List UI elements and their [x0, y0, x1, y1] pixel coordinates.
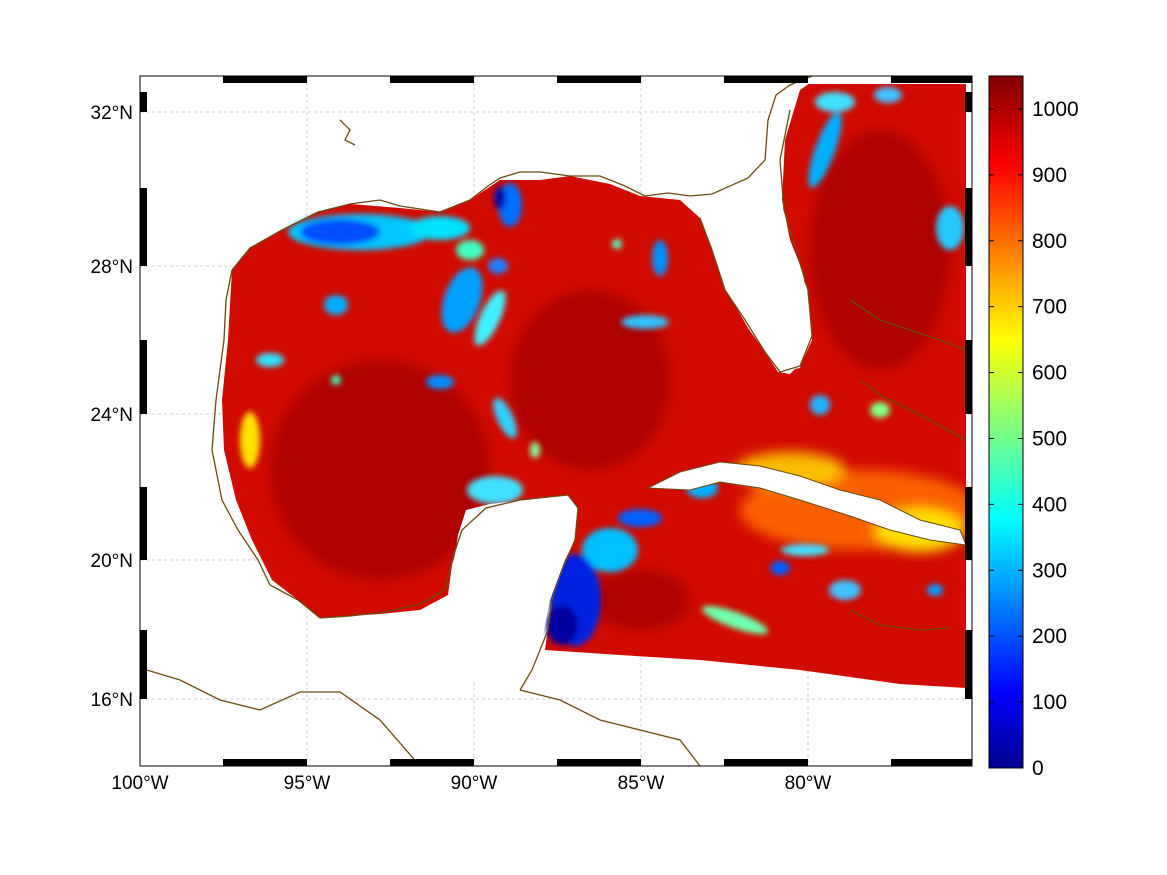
dark-core: [270, 130, 950, 630]
lat-label-32n: 32°N: [91, 103, 133, 124]
lon-label-80w: 80°W: [785, 773, 832, 794]
low-features: [240, 87, 964, 646]
colorbar-ticks: 0 100 200 300 400 500 600 700 800 900 1000: [989, 98, 1079, 780]
lat-label-24n: 24°N: [91, 405, 133, 426]
colorbar-tick-label: 300: [1032, 559, 1067, 582]
cuba-land: [646, 461, 967, 546]
lat-label-28n: 28°N: [91, 257, 133, 278]
florida-land: [680, 76, 820, 374]
colorbar-tick-label: 800: [1032, 230, 1067, 253]
colorbar-tick-label: 700: [1032, 296, 1067, 319]
colorbar-gradient: [988, 75, 1024, 769]
lat-label-20n: 20°N: [91, 551, 133, 572]
lon-label-90w: 90°W: [451, 773, 498, 794]
lon-label-95w: 95°W: [284, 773, 331, 794]
lon-label-100w: 100°W: [111, 773, 168, 794]
colorbar-tick-label: 900: [1032, 164, 1067, 187]
lon-label-85w: 85°W: [618, 773, 665, 794]
colorbar-tick-label: 1000: [1032, 98, 1079, 121]
yucatan-land: [448, 495, 578, 680]
colorbar-tick-label: 100: [1032, 691, 1067, 714]
colorbar-tick-label: 200: [1032, 625, 1067, 648]
lon-tick-labels: 100°W 95°W 90°W 85°W 80°W: [111, 773, 831, 794]
plot-frame: [139, 75, 973, 767]
lat-label-16n: 16°N: [91, 690, 133, 711]
colorbar-tick-label: 500: [1032, 427, 1067, 450]
coastlines: [140, 76, 967, 766]
map-border: [140, 76, 972, 766]
colorbar-tick-label: 400: [1032, 493, 1067, 516]
colorbar: 0 100 200 300 400 500 600 700 800 900 1000: [988, 75, 1079, 780]
colorbar-tick-label: 600: [1032, 362, 1067, 385]
colorbar-tick-label: 0: [1032, 757, 1044, 780]
lat-tick-labels: 32°N 28°N 24°N 20°N 16°N: [91, 103, 133, 711]
